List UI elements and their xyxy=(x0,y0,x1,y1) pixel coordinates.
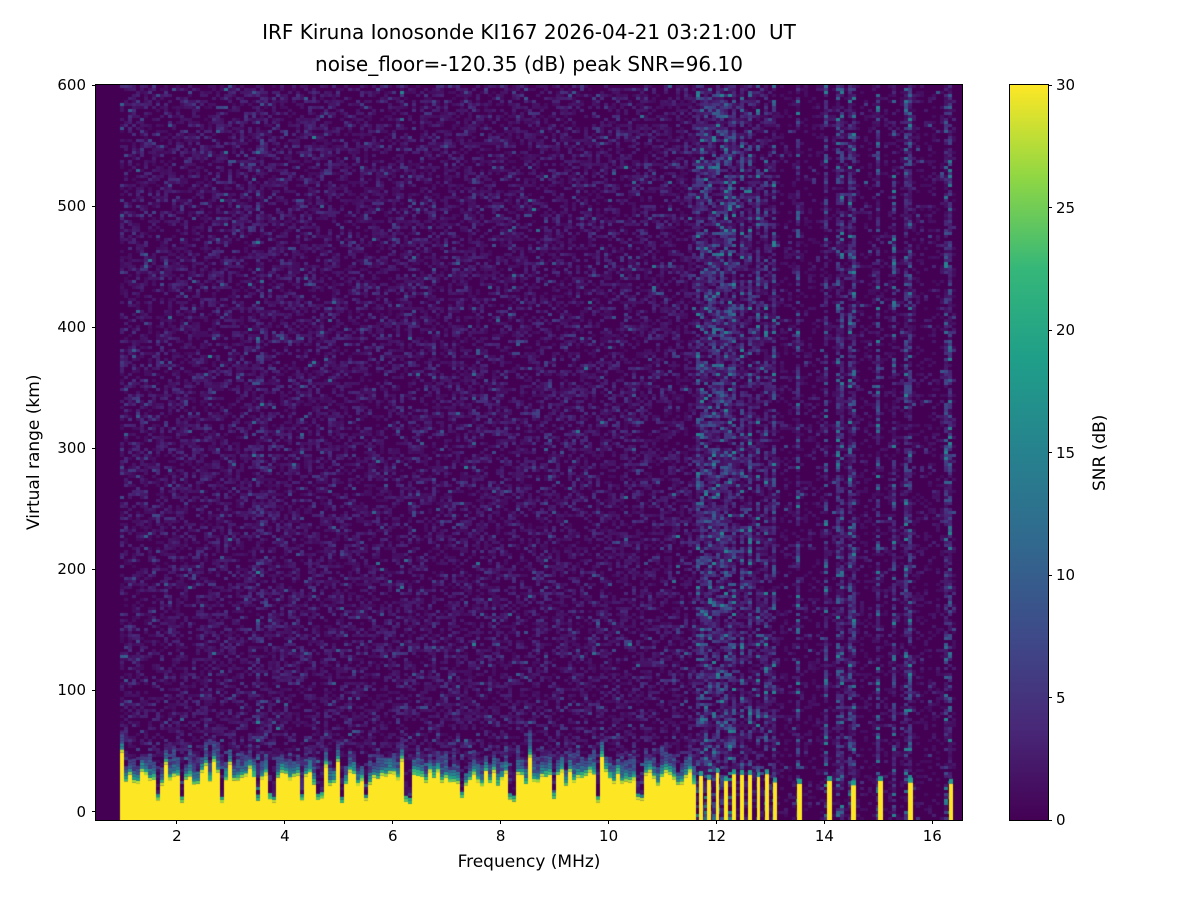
y-tick-label: 200 xyxy=(57,560,86,579)
plot-area xyxy=(95,84,963,821)
x-tick-mark xyxy=(715,820,717,824)
figure-subtitle: noise_floor=-120.35 (dB) peak SNR=96.10 xyxy=(315,52,743,76)
colorbar-tick-mark xyxy=(1048,452,1052,453)
x-axis-label: Frequency (MHz) xyxy=(457,852,601,872)
colorbar-tick-label: 0 xyxy=(1056,811,1066,829)
x-tick-label: 16 xyxy=(922,827,942,845)
y-tick-label: 500 xyxy=(57,197,86,216)
colorbar-tick-mark xyxy=(1048,819,1052,821)
colorbar-gradient xyxy=(1010,85,1048,820)
colorbar-tick-mark xyxy=(1048,574,1052,576)
x-tick-mark xyxy=(823,820,825,824)
colorbar-tick-mark xyxy=(1048,207,1052,208)
x-tick-mark xyxy=(931,820,933,824)
x-tick-mark xyxy=(176,820,178,824)
y-tick-mark xyxy=(92,447,96,449)
x-tick-mark xyxy=(500,820,502,824)
colorbar-tick-mark xyxy=(1048,84,1052,86)
colorbar-tick-label: 25 xyxy=(1056,198,1076,217)
colorbar-tick-mark xyxy=(1048,329,1052,331)
y-tick-label: 0 xyxy=(76,802,86,821)
y-tick-label: 400 xyxy=(57,318,86,337)
y-tick-mark xyxy=(92,811,96,813)
colorbar-tick-label: 15 xyxy=(1056,443,1076,462)
colorbar-tick-label: 10 xyxy=(1056,566,1076,584)
x-tick-label: 14 xyxy=(814,827,834,845)
colorbar-tick-label: 5 xyxy=(1056,688,1066,707)
y-tick-label: 300 xyxy=(57,439,86,458)
x-tick-mark xyxy=(608,820,610,824)
x-tick-label: 4 xyxy=(280,827,290,845)
x-tick-label: 12 xyxy=(706,827,727,845)
ionogram-heatmap-canvas xyxy=(96,85,962,820)
y-tick-mark xyxy=(92,326,96,328)
y-tick-mark xyxy=(92,689,96,691)
y-tick-mark xyxy=(92,84,96,86)
colorbar-tick-mark xyxy=(1048,697,1052,698)
x-tick-mark xyxy=(284,820,286,824)
colorbar xyxy=(1009,84,1049,821)
x-tick-label: 6 xyxy=(387,827,398,845)
figure-title: IRF Kiruna Ionosonde KI167 2026-04-21 03… xyxy=(262,20,796,44)
x-tick-label: 8 xyxy=(495,827,506,845)
y-tick-label: 100 xyxy=(57,681,86,700)
colorbar-tick-label: 30 xyxy=(1056,76,1076,94)
x-tick-label: 2 xyxy=(172,827,182,845)
x-tick-mark xyxy=(392,820,394,824)
y-tick-label: 600 xyxy=(57,76,86,94)
colorbar-tick-label: 20 xyxy=(1056,321,1076,339)
y-tick-mark xyxy=(92,205,96,207)
y-tick-mark xyxy=(92,568,96,570)
x-tick-label: 10 xyxy=(599,827,619,845)
